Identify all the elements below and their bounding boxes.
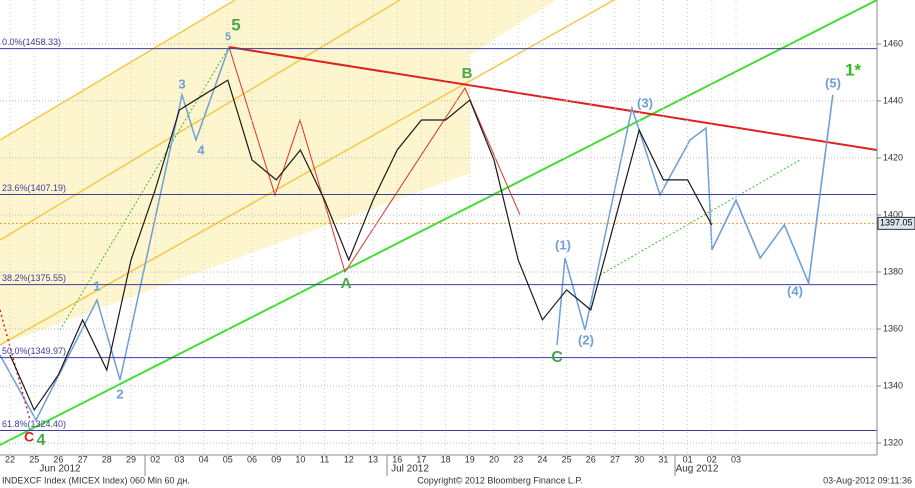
y-tick-label: 1360 (883, 323, 903, 333)
wave-label: 1* (845, 60, 861, 79)
y-tick-label: 1320 (883, 437, 903, 447)
x-tick-label: 17 (416, 454, 426, 464)
wave-label: A (341, 275, 352, 292)
x-tick-label: 25 (562, 454, 572, 464)
x-tick-label: 23 (513, 454, 523, 464)
fib-label: 0.0%(1458.33) (2, 37, 61, 47)
x-tick-label: 19 (465, 454, 475, 464)
y-tick-label: 1400 (883, 209, 903, 219)
trend-line (59, 46, 230, 331)
x-tick-label: 09 (271, 454, 281, 464)
plot-area (0, 0, 877, 455)
wave-label: (4) (787, 283, 803, 298)
x-tick-label: 24 (537, 454, 547, 464)
wave-line (0, 309, 31, 421)
x-tick-label: 13 (368, 454, 378, 464)
last-price-box (877, 216, 915, 230)
wave-label: (3) (637, 95, 653, 110)
x-tick-label: 06 (247, 454, 257, 464)
fib-label: 61.8%(1324.40) (2, 419, 66, 429)
x-tick-label: 03 (174, 454, 184, 464)
x-tick-label: 05 (223, 454, 233, 464)
month-label: Jul 2012 (391, 464, 429, 475)
footer-left: INDEXCF Index (MICEX Index) 060 Min 60 д… (2, 475, 190, 485)
x-tick-label: 02 (707, 454, 717, 464)
x-tick-label: 26 (586, 454, 596, 464)
x-tick-label: 11 (320, 454, 329, 464)
wave-label: 4 (37, 432, 46, 449)
wave-label: (2) (578, 332, 594, 347)
last-price-label: 1397.05 (880, 218, 913, 228)
x-tick-label: 02 (150, 454, 160, 464)
fib-label: 38.2%(1375.55) (2, 273, 66, 283)
y-tick-label: 1460 (883, 38, 903, 48)
x-tick-label: 26 (53, 454, 63, 464)
x-tick-label: 27 (78, 454, 88, 464)
y-tick-label: 1440 (883, 95, 903, 105)
x-tick-label: 04 (199, 454, 209, 464)
wave-label: 4 (197, 142, 205, 157)
y-tick-label: 1340 (883, 380, 903, 390)
footer-right: 03-Aug-2012 09:11:36 (823, 475, 912, 485)
wave-label: 5 (231, 15, 240, 34)
x-tick-label: 30 (634, 454, 644, 464)
wave-label: 5 (225, 31, 231, 43)
fib-label: 50.0%(1349.97) (2, 346, 66, 356)
wave-label: 2 (116, 386, 123, 401)
x-tick-label: 16 (392, 454, 402, 464)
wave-label: C (551, 349, 563, 366)
wave-label: (5) (825, 75, 841, 90)
x-tick-label: 03 (731, 454, 741, 464)
wave-label: B (462, 65, 473, 82)
channel-line (0, 0, 615, 346)
x-tick-label: 31 (658, 454, 668, 464)
channel-line (0, 0, 236, 141)
wave-line (0, 46, 230, 422)
x-tick-label: 29 (126, 454, 136, 464)
x-tick-label: 20 (489, 454, 499, 464)
trend-line (0, 0, 877, 446)
y-tick-label: 1380 (883, 266, 903, 276)
channel-line (0, 0, 401, 241)
x-tick-label: 27 (610, 454, 620, 464)
price-line (711, 94, 834, 287)
x-tick-label: 25 (29, 454, 39, 464)
overlays (0, 0, 877, 446)
x-tick-label: 28 (102, 454, 112, 464)
fib-label: 23.6%(1407.19) (2, 183, 66, 193)
channel-fill (0, 0, 556, 345)
wave-label: 3 (178, 76, 185, 91)
resistance-line (228, 46, 877, 151)
x-tick-label: 01 (683, 454, 693, 464)
wave-line (556, 105, 713, 346)
trend-line (599, 159, 801, 276)
wave-label: C (24, 429, 34, 445)
month-label: Jun 2012 (39, 464, 81, 475)
x-tick-label: 18 (441, 454, 451, 464)
wave-label: (1) (555, 237, 571, 252)
y-tick-label: 1420 (883, 152, 903, 162)
price-line (9, 79, 713, 412)
x-tick-label: 10 (295, 454, 305, 464)
footer-center: Copyright© 2012 Bloomberg Finance L.P. (417, 475, 583, 485)
x-tick-label: 22 (5, 454, 15, 464)
wave-label: 1 (93, 278, 100, 293)
x-tick-label: 12 (344, 454, 354, 464)
month-label: Aug 2012 (676, 464, 719, 475)
